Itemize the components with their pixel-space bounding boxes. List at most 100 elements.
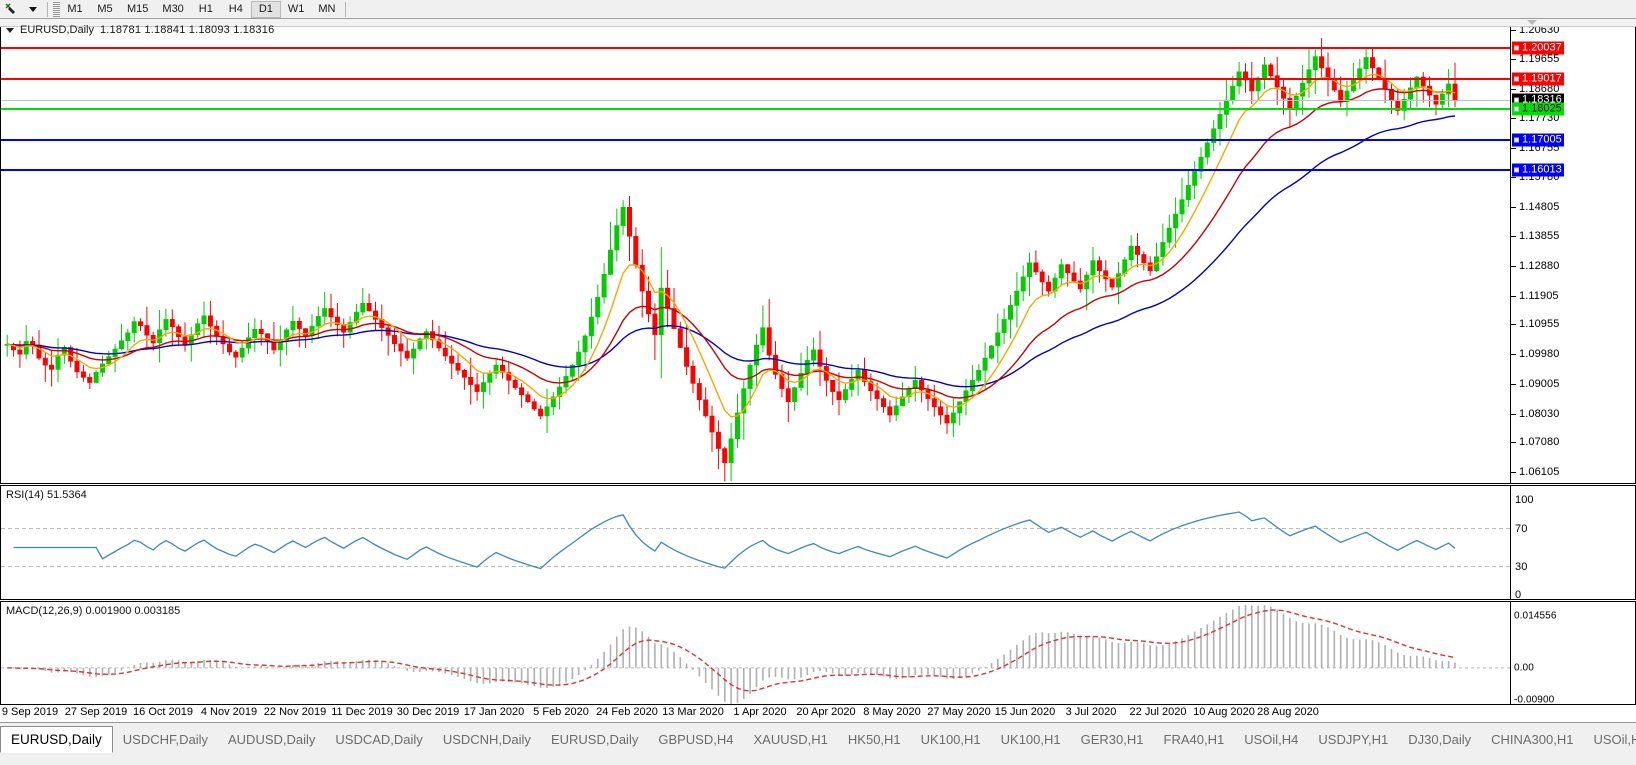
price-axis[interactable]: 1.20630 1.19655 1.18680 1.17730 1.16755 1.157… — [1510, 20, 1635, 483]
timeframe-button-m30[interactable]: M30 — [162, 3, 184, 15]
chart-symbol-header: EURUSD,Daily 1.18781 1.18841 1.18093 1.1… — [6, 24, 274, 36]
level-handle-icon[interactable] — [1514, 137, 1519, 143]
chart-frame: EURUSD,Daily 1.18781 1.18841 1.18093 1.1… — [0, 19, 1636, 705]
price-axis-label: 1.10955 — [1519, 318, 1560, 331]
resistance-line-120037[interactable] — [1, 46, 1510, 49]
timeframe-button-mn[interactable]: MN — [318, 3, 336, 15]
chart-tab-uk100-h1[interactable]: UK100,H1 — [1000, 731, 1061, 747]
price-axis-label: 1.11905 — [1519, 289, 1559, 302]
date-axis-label: 24 Feb 2020 — [596, 706, 658, 718]
level-handle-icon[interactable] — [1514, 167, 1519, 173]
date-axis-label: 30 Dec 2019 — [396, 706, 460, 718]
rsi-axis-label: 70 — [1515, 522, 1528, 535]
price-axis-tick — [1511, 207, 1516, 209]
date-axis-label: 3 Jul 2020 — [1065, 706, 1117, 718]
chart-tab-usdcad-daily[interactable]: USDCAD,Daily — [335, 731, 423, 747]
chart-tab-usoil-h1[interactable]: USOil,H1 — [1593, 731, 1636, 747]
rsi-pane[interactable]: RSI(14) 51.5364 100 70 30 0 — [0, 485, 1636, 600]
chart-tab-audusd-daily[interactable]: AUDUSD,Daily — [228, 731, 316, 747]
timeframe-button-m5[interactable]: M5 — [97, 3, 113, 15]
collapse-handle-icon[interactable] — [1527, 20, 1537, 25]
level-tag-117005[interactable]: 1.17005 — [1512, 133, 1564, 147]
support-line-116013[interactable] — [1, 169, 1510, 172]
price-axis-tick — [1511, 59, 1516, 61]
timeframe-button-h1[interactable]: H1 — [198, 3, 213, 15]
chart-tab-eurusd-daily[interactable]: EURUSD,Daily — [550, 731, 639, 747]
support-line-118025[interactable] — [1, 108, 1510, 111]
timeframe-button-d1[interactable]: D1 — [250, 0, 281, 18]
rsi-indicator-label: RSI(14) 51.5364 — [6, 489, 87, 501]
chart-tab-usdcnh-daily[interactable]: USDCNH,Daily — [442, 731, 531, 747]
date-axis-label: 27 May 2020 — [927, 706, 991, 718]
price-axis-tick — [1511, 177, 1516, 179]
price-axis-tick — [1511, 324, 1516, 326]
price-axis-tick — [1511, 89, 1516, 91]
caret-down-icon[interactable] — [6, 27, 14, 33]
toolbar-grip-icon[interactable] — [53, 1, 60, 17]
date-axis-label: 15 Jun 2020 — [994, 706, 1056, 718]
macd-plot-area[interactable] — [1, 602, 1510, 704]
toolbar-divider — [47, 1, 48, 17]
date-axis-label: 11 Dec 2019 — [331, 706, 393, 718]
timeframe-button-w1[interactable]: W1 — [287, 3, 305, 15]
level-tag-value: 1.17005 — [1522, 133, 1562, 146]
chart-tab-eurusd-daily[interactable]: EURUSD,Daily — [0, 726, 113, 753]
chart-top-strip — [0, 19, 1636, 27]
chart-tab-xauusd-h1[interactable]: XAUUSD,H1 — [753, 731, 828, 747]
chart-tab-usdjpy-h1[interactable]: USDJPY,H1 — [1318, 731, 1389, 747]
rsi-line-svg — [1, 511, 1510, 570]
price-axis-label: 1.14805 — [1519, 201, 1560, 214]
rsi-plot-area[interactable] — [1, 486, 1510, 599]
chart-tab-hk50-h1[interactable]: HK50,H1 — [847, 731, 901, 747]
support-line-117005[interactable] — [1, 139, 1510, 142]
rsi-axis: 100 70 30 0 — [1510, 486, 1635, 599]
chart-tab-china300-h1[interactable]: CHINA300,H1 — [1491, 731, 1574, 747]
date-axis-label: 16 Oct 2019 — [133, 706, 193, 718]
date-axis-label: 13 Mar 2020 — [662, 706, 724, 718]
macd-axis: 0.014556 0.00 -0.00900 — [1510, 602, 1635, 704]
chart-tab-usdchf-daily[interactable]: USDCHF,Daily — [122, 731, 208, 747]
price-plot-area[interactable] — [1, 20, 1510, 483]
rsi-axis-label: 100 — [1515, 494, 1534, 506]
timeframe-button-h4[interactable]: H4 — [228, 3, 243, 15]
chart-tab-fra40-h1[interactable]: FRA40,H1 — [1163, 731, 1225, 747]
price-axis-label: 1.12880 — [1519, 259, 1560, 272]
level-tag-116013[interactable]: 1.16013 — [1512, 163, 1564, 177]
price-axis-tick — [1511, 413, 1516, 415]
bid-price-line[interactable] — [1, 100, 1510, 102]
price-axis-label: 1.07080 — [1519, 436, 1560, 449]
price-axis-tick — [1511, 472, 1516, 474]
chart-tab-ger30-h1[interactable]: GER30,H1 — [1080, 731, 1144, 747]
level-handle-icon[interactable] — [1514, 97, 1519, 103]
price-pane[interactable]: EURUSD,Daily 1.18781 1.18841 1.18093 1.1… — [0, 19, 1636, 484]
price-axis-tick — [1511, 265, 1516, 267]
candlestick-svg — [4, 38, 1458, 482]
chart-tab-dj30-daily[interactable]: DJ30,Daily — [1408, 731, 1472, 747]
chart-symbol-label: EURUSD,Daily — [20, 24, 94, 36]
resistance-line-119017[interactable] — [1, 77, 1510, 80]
level-tag-120037[interactable]: 1.20037 — [1512, 41, 1564, 55]
price-axis-tick — [1511, 236, 1516, 238]
level-handle-icon[interactable] — [1514, 76, 1519, 82]
price-axis-label: 1.18680 — [1519, 83, 1560, 96]
chart-tab-gbpusd-h4[interactable]: GBPUSD,H4 — [658, 731, 734, 747]
level-tag-119017[interactable]: 1.19017 — [1512, 72, 1564, 86]
timeframe-button-m1[interactable]: M1 — [67, 3, 83, 15]
date-axis-label: 10 Aug 2020 — [1193, 706, 1255, 718]
chart-tab-usoil-h4[interactable]: USOil,H4 — [1244, 731, 1299, 747]
macd-axis-label: 0.00 — [1514, 662, 1534, 674]
date-axis-label: 20 Apr 2020 — [796, 706, 856, 718]
macd-pane[interactable]: MACD(12,26,9) 0.001900 0.003185 0.014556… — [0, 601, 1636, 705]
chart-tab-bar: EURUSD,Daily USDCHF,Daily AUDUSD,Daily USDC… — [0, 722, 1636, 765]
level-handle-icon[interactable] — [1514, 45, 1519, 51]
price-axis-label: 1.09980 — [1519, 348, 1560, 361]
date-axis[interactable]: 9 Sep 2019 27 Sep 2019 16 Oct 2019 4 Nov 20… — [0, 705, 1636, 722]
level-tag-118025[interactable]: 1.18025 — [1512, 102, 1564, 116]
timeframe-button-m15[interactable]: M15 — [127, 3, 149, 15]
chevron-down-icon[interactable] — [22, 1, 44, 18]
date-axis-label: 27 Sep 2019 — [64, 706, 128, 718]
chart-tab-uk100-h1[interactable]: UK100,H1 — [920, 731, 981, 747]
level-handle-icon[interactable] — [1514, 106, 1519, 112]
crosshair-cursor-icon[interactable] — [0, 1, 22, 18]
macd-indicator-label: MACD(12,26,9) 0.001900 0.003185 — [6, 605, 181, 617]
